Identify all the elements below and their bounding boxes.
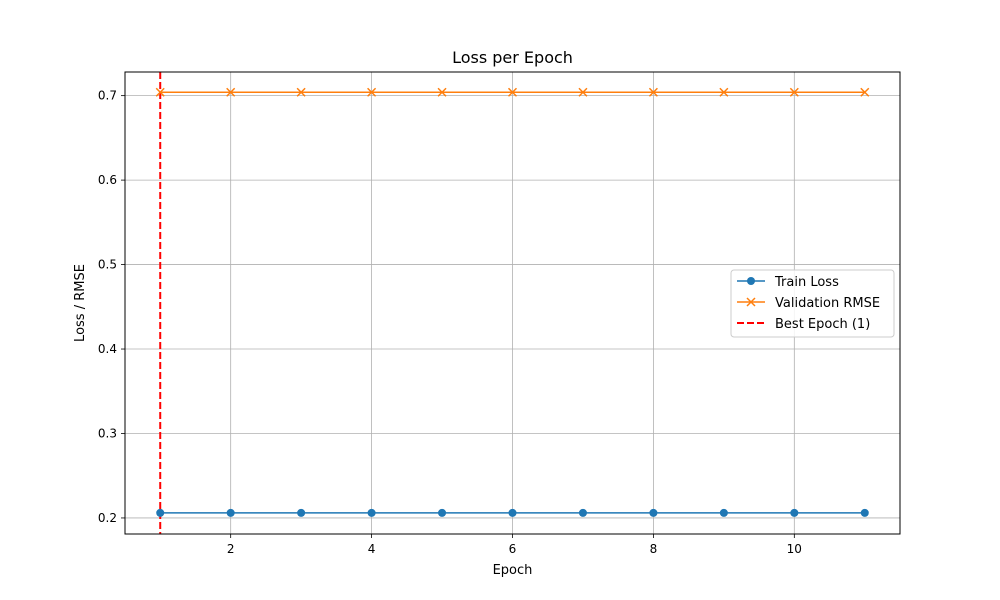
data-point bbox=[226, 508, 235, 517]
legend-label: Train Loss bbox=[774, 275, 839, 290]
x-axis-ticks: 2 4 6 8 10 bbox=[227, 534, 802, 556]
x-tick-label: 10 bbox=[787, 542, 802, 556]
data-point bbox=[860, 508, 869, 517]
y-axis-ticks: 0.2 0.3 0.4 0.5 0.6 0.7 bbox=[98, 89, 125, 525]
data-point bbox=[648, 87, 658, 97]
data-point bbox=[297, 508, 306, 517]
y-tick-label: 0.2 bbox=[98, 511, 117, 525]
y-tick-label: 0.6 bbox=[98, 173, 117, 187]
legend-entry: Validation RMSE bbox=[737, 296, 880, 311]
data-point bbox=[649, 508, 658, 517]
data-point bbox=[226, 87, 236, 97]
data-point bbox=[437, 87, 447, 97]
x-tick-label: 8 bbox=[650, 542, 658, 556]
legend-label: Validation RMSE bbox=[775, 296, 880, 311]
data-point bbox=[507, 87, 518, 97]
x-axis-label: Epoch bbox=[493, 563, 533, 578]
y-tick-label: 0.4 bbox=[98, 342, 117, 356]
y-tick-label: 0.7 bbox=[98, 89, 117, 103]
data-point bbox=[578, 508, 587, 517]
data-point bbox=[367, 508, 376, 517]
y-tick-label: 0.3 bbox=[98, 426, 117, 440]
data-point bbox=[155, 87, 165, 97]
legend-entry: Train Loss bbox=[737, 275, 839, 290]
legend-box bbox=[730, 269, 895, 338]
data-point bbox=[438, 508, 447, 517]
data-point bbox=[860, 87, 870, 97]
legend-marker bbox=[746, 297, 756, 307]
y-axis-label: Loss / RMSE bbox=[73, 264, 88, 342]
data-point bbox=[719, 508, 728, 517]
data-point bbox=[790, 508, 799, 517]
data-point bbox=[508, 508, 517, 517]
series-1 bbox=[156, 508, 869, 517]
data-point bbox=[789, 87, 799, 97]
data-point bbox=[156, 508, 165, 517]
x-tick-label: 2 bbox=[227, 542, 235, 556]
data-point bbox=[296, 87, 306, 97]
series-2 bbox=[155, 87, 870, 97]
data-point bbox=[578, 87, 588, 97]
legend-label: Best Epoch (1) bbox=[775, 317, 870, 332]
legend: Train Loss Validation RMSE Best Epoch (1) bbox=[730, 269, 895, 338]
chart-title: Loss per Epoch bbox=[452, 48, 573, 67]
y-tick-label: 0.5 bbox=[98, 258, 117, 272]
data-point bbox=[719, 87, 729, 97]
data-point bbox=[367, 87, 377, 97]
x-tick-label: 4 bbox=[368, 542, 376, 556]
x-tick-label: 6 bbox=[509, 542, 517, 556]
legend-entry: Best Epoch (1) bbox=[737, 317, 870, 332]
legend-marker bbox=[747, 277, 755, 285]
series-group bbox=[155, 87, 870, 517]
